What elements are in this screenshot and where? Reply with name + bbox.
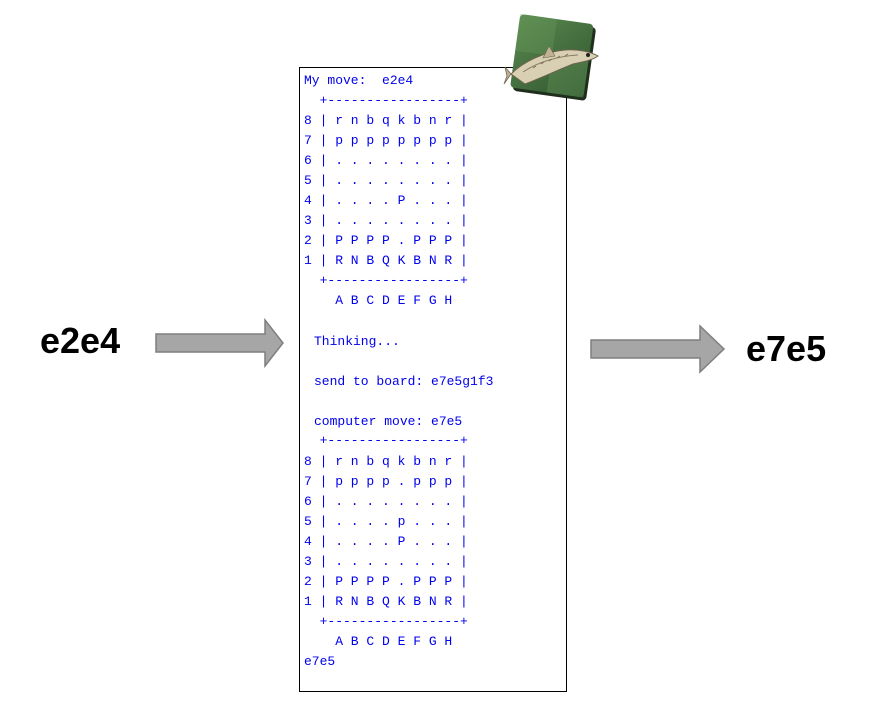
board-rank-3: 3 | . . . . . . . . | [304,554,468,569]
board-rank-7: 7 | p p p p . p p p | [304,474,468,489]
board-rank-5: 5 | . . . . p . . . | [304,514,468,529]
board-rank-2: 2 | P P P P . P P P | [304,574,468,589]
board-rank-8: 8 | r n b q k b n r | [304,454,468,469]
board-border-top: +-----------------+ [304,93,468,108]
board-border-bottom: +-----------------+ [304,273,468,288]
board-rank-6: 6 | . . . . . . . . | [304,494,468,509]
board-rank-5: 5 | . . . . . . . . | [304,173,468,188]
thinking-line: Thinking... [314,334,400,349]
board-rank-3: 3 | . . . . . . . . | [304,213,468,228]
stockfish-fish-icon [503,13,599,101]
board-rank-8: 8 | r n b q k b n r | [304,113,468,128]
right-arrow-icon [590,324,726,374]
board-rank-1: 1 | R N B Q K B N R | [304,253,468,268]
board-rank-4: 4 | . . . . P . . . | [304,534,468,549]
engine-console: My move: e2e4 +-----------------+ 8 | r … [299,67,567,692]
my-move-line: My move: e2e4 [304,73,414,88]
board-file-labels: A B C D E F G H [304,293,453,308]
board-rank-6: 6 | . . . . . . . . | [304,153,468,168]
board-rank-2: 2 | P P P P . P P P | [304,233,468,248]
send-to-board-line: send to board: e7e5g1f3 [314,374,494,389]
board-border-top: +-----------------+ [304,433,468,448]
computer-move-line: computer move: e7e5 [314,414,463,429]
final-output-line: e7e5 [304,654,336,669]
output-move-label: e7e5 [746,328,827,369]
input-move-label: e2e4 [40,320,121,361]
board-rank-1: 1 | R N B Q K B N R | [304,594,468,609]
board-rank-4: 4 | . . . . P . . . | [304,193,468,208]
board-rank-7: 7 | p p p p p p p p | [304,133,468,148]
board-file-labels: A B C D E F G H [304,634,453,649]
board-border-bottom: +-----------------+ [304,614,468,629]
right-arrow-icon [155,318,284,368]
